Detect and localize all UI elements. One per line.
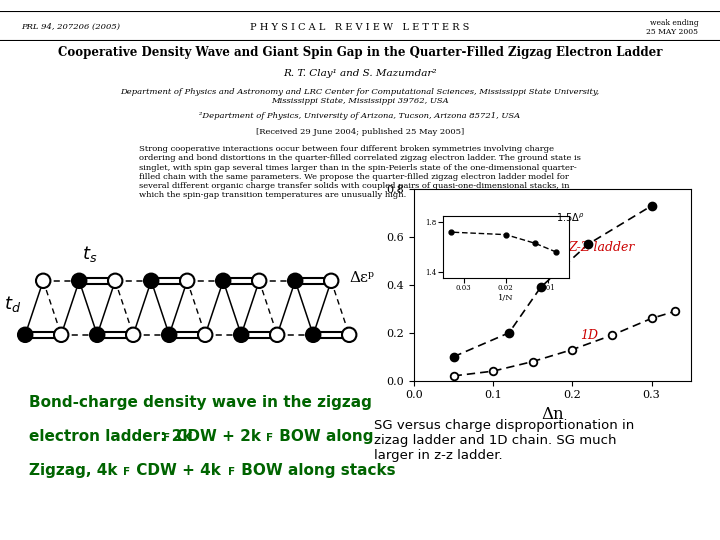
Circle shape: [198, 328, 212, 342]
Text: electron ladder: 2k: electron ladder: 2k: [29, 429, 192, 444]
Circle shape: [108, 274, 122, 288]
Circle shape: [306, 328, 320, 342]
Circle shape: [324, 274, 338, 288]
Text: BOW along: BOW along: [274, 429, 374, 444]
Text: Bond-charge density wave in the zigzag: Bond-charge density wave in the zigzag: [29, 395, 372, 410]
Circle shape: [342, 328, 356, 342]
Text: ²Department of Physics, University of Arizona, Tucson, Arizona 85721, USA: ²Department of Physics, University of Ar…: [199, 112, 521, 120]
Circle shape: [18, 328, 32, 342]
Circle shape: [270, 328, 284, 342]
Circle shape: [54, 328, 68, 342]
Circle shape: [288, 274, 302, 288]
Text: Department of Physics and Astronomy and LRC Center for Computational Sciences, M: Department of Physics and Astronomy and …: [120, 88, 600, 105]
Circle shape: [36, 274, 50, 288]
Circle shape: [252, 274, 266, 288]
Text: Cooperative Density Wave and Giant Spin Gap in the Quarter-Filled Zigzag Electro: Cooperative Density Wave and Giant Spin …: [58, 46, 662, 59]
Text: F: F: [228, 467, 235, 477]
Text: SG versus charge disproportionation in
zizag ladder and 1D chain. SG much
larger: SG versus charge disproportionation in z…: [374, 419, 634, 462]
Circle shape: [72, 274, 86, 288]
Text: CDW + 4k: CDW + 4k: [132, 463, 221, 477]
Text: PRL 94, 207206 (2005): PRL 94, 207206 (2005): [22, 23, 121, 31]
Text: Z-Z ladder: Z-Z ladder: [569, 241, 635, 254]
Circle shape: [126, 328, 140, 342]
Text: F: F: [123, 467, 130, 477]
Text: Strong cooperative interactions occur between four different broken symmetries i: Strong cooperative interactions occur be…: [139, 145, 581, 199]
Text: F: F: [163, 434, 170, 443]
Text: R. T. Clay¹ and S. Mazumdar²: R. T. Clay¹ and S. Mazumdar²: [283, 69, 437, 78]
Text: 1D: 1D: [580, 329, 598, 342]
Text: [Received 29 June 2004; published 25 May 2005]: [Received 29 June 2004; published 25 May…: [256, 127, 464, 136]
Circle shape: [144, 274, 158, 288]
Text: F: F: [266, 434, 274, 443]
Circle shape: [162, 328, 176, 342]
Y-axis label: Δεᵖ: Δεᵖ: [349, 271, 374, 285]
Text: BOW along stacks: BOW along stacks: [236, 463, 395, 477]
Text: CDW + 2k: CDW + 2k: [171, 429, 261, 444]
Text: $1.5\Delta^\rho$: $1.5\Delta^\rho$: [557, 212, 585, 224]
Circle shape: [90, 328, 104, 342]
Text: Zigzag, 4k: Zigzag, 4k: [29, 463, 117, 477]
Text: P H Y S I C A L   R E V I E W   L E T T E R S: P H Y S I C A L R E V I E W L E T T E R …: [251, 23, 469, 32]
X-axis label: 1/N: 1/N: [498, 294, 513, 302]
Text: $t_s$: $t_s$: [82, 244, 98, 264]
Circle shape: [180, 274, 194, 288]
Text: $t_d$: $t_d$: [4, 294, 21, 314]
X-axis label: Δn: Δn: [541, 406, 564, 423]
Circle shape: [234, 328, 248, 342]
Circle shape: [216, 274, 230, 288]
Text: weak ending
25 MAY 2005: weak ending 25 MAY 2005: [647, 18, 698, 36]
